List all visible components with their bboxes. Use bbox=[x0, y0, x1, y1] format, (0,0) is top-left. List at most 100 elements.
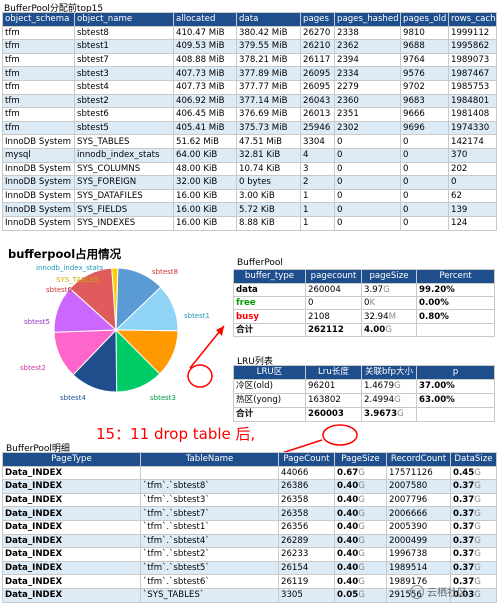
watermark-logo-icon bbox=[410, 584, 424, 599]
page-type-cell: Data_INDEX bbox=[2, 506, 141, 521]
table-cell: 9688 bbox=[400, 39, 449, 54]
table-cell: 406.92 MiB bbox=[173, 93, 237, 109]
detail-title: BufferPool明细 bbox=[6, 444, 70, 454]
data-size-unit: G bbox=[474, 495, 481, 506]
page-size-value: 0.40 bbox=[337, 576, 359, 587]
table-cell: 2394 bbox=[334, 52, 401, 68]
percent-cell: 99.20% bbox=[416, 282, 495, 297]
table-cell: InnoDB System bbox=[2, 188, 75, 204]
table-cell: sbtest8 bbox=[74, 25, 174, 41]
table-cell: 1984801 bbox=[448, 93, 497, 109]
buffer-type-cell: free bbox=[233, 295, 306, 311]
table-row: Data_INDEX `tfm`.`sbtest3` 26358 0.40G 20077… bbox=[2, 492, 497, 508]
table-cell: 142174 bbox=[448, 134, 497, 149]
page-size-cell: 0.40G bbox=[334, 560, 387, 576]
page-count-cell: 26356 bbox=[278, 519, 335, 535]
page-count-cell: 26154 bbox=[278, 560, 335, 576]
page-size-cell: 0.40G bbox=[334, 574, 387, 589]
table-cell: tfm bbox=[2, 66, 75, 81]
pagesize-cell: 0K bbox=[361, 295, 417, 311]
column-header: pages_hashed bbox=[334, 12, 401, 27]
column-header: object_schema bbox=[2, 12, 75, 27]
table-name-cell: `SYS_TABLES` bbox=[140, 587, 279, 603]
table-row: mysql innodb_index_stats 64.00 KiB 32.81 Ki… bbox=[2, 147, 497, 163]
table-row: tfm sbtest8 410.47 MiB 380.42 MiB 26270 2338 9… bbox=[2, 25, 497, 41]
table-cell: 25946 bbox=[300, 120, 335, 136]
table-row: InnoDB System SYS_DATAFILES 16.00 KiB 3.00 … bbox=[2, 188, 497, 204]
column-header: PageType bbox=[2, 452, 141, 467]
table-cell: SYS_TABLES bbox=[74, 134, 174, 149]
table-cell: 0 bbox=[334, 202, 401, 217]
lru-zone-cell: 合计 bbox=[233, 406, 306, 422]
watermark-text: 云栖社区 bbox=[427, 588, 467, 599]
data-size-cell: 0.37G bbox=[450, 506, 497, 521]
table-cell: 3.00 KiB bbox=[236, 188, 301, 204]
page-size-unit: G bbox=[358, 590, 365, 601]
table-cell: 9764 bbox=[400, 52, 449, 68]
page-count-cell: 26358 bbox=[278, 492, 335, 508]
table-row: 合计 260003 3.9673G bbox=[233, 406, 495, 422]
data-size-unit: G bbox=[474, 481, 481, 492]
table-name-cell: `tfm`.`sbtest2` bbox=[140, 547, 279, 562]
table-cell: InnoDB System bbox=[2, 175, 75, 190]
column-header: 关联bfp大小 bbox=[361, 365, 417, 380]
page-size-cell: 0.40G bbox=[334, 547, 387, 562]
column-header: Lru长度 bbox=[305, 365, 362, 380]
column-header: DataSize bbox=[450, 452, 497, 467]
table-cell: 375.73 MiB bbox=[236, 120, 301, 136]
data-size-cell: 0.37G bbox=[450, 560, 497, 576]
data-size-unit: G bbox=[474, 576, 481, 587]
data-size-unit: G bbox=[474, 563, 481, 574]
page-type-cell: Data_INDEX bbox=[2, 560, 141, 576]
table-row: Data_INDEX 44066 0.67G 17571126 0.45G bbox=[2, 465, 497, 481]
lru-title: LRU列表 bbox=[237, 357, 273, 367]
page-type-cell: Data_INDEX bbox=[2, 533, 141, 549]
table-row: tfm sbtest5 405.41 MiB 375.73 MiB 25946 2302 9… bbox=[2, 120, 497, 136]
table-row: free 0 0K 0.00% bbox=[233, 295, 495, 311]
table-row: 合计 262112 4.00G bbox=[233, 322, 495, 338]
data-size-cell: 0.37G bbox=[450, 479, 497, 494]
lru-size-cell: 1.4679G bbox=[361, 378, 417, 394]
table-cell: 2338 bbox=[334, 25, 401, 41]
table-cell: 64.00 KiB bbox=[173, 147, 237, 163]
table-name-cell: `tfm`.`sbtest7` bbox=[140, 506, 279, 521]
table-cell: 379.55 MiB bbox=[236, 39, 301, 54]
page-size-unit: G bbox=[358, 481, 365, 492]
page-size-value: 0.67 bbox=[337, 467, 359, 478]
table-cell: InnoDB System bbox=[2, 161, 75, 177]
page-size-cell: 0.40G bbox=[334, 492, 387, 508]
page-count-cell: 26358 bbox=[278, 506, 335, 521]
pie-slice-sys_tables bbox=[111, 267, 119, 331]
column-header: LRU区 bbox=[233, 365, 306, 380]
table-cell: 9696 bbox=[400, 120, 449, 136]
data-size-unit: G bbox=[474, 467, 481, 478]
table-cell: 8.88 KiB bbox=[236, 215, 301, 231]
table-cell: 405.41 MiB bbox=[173, 120, 237, 136]
table-row: tfm sbtest1 409.53 MiB 379.55 MiB 26210 2362 9… bbox=[2, 39, 497, 54]
page-size-cell: 0.67G bbox=[334, 465, 387, 481]
table-cell: SYS_DATAFILES bbox=[74, 188, 174, 204]
page-size-unit: G bbox=[358, 522, 365, 533]
page-count-cell: 26233 bbox=[278, 547, 335, 562]
pagesize-unit: G bbox=[383, 284, 390, 295]
column-header: pages bbox=[300, 12, 335, 27]
pagesize-cell: 4.00G bbox=[361, 322, 417, 338]
page-size-value: 0.40 bbox=[337, 535, 359, 546]
lru-size-value: 3.9673 bbox=[364, 409, 398, 420]
table-cell: 26013 bbox=[300, 107, 335, 122]
table-cell: 4 bbox=[300, 147, 335, 163]
record-count-cell: 2000499 bbox=[386, 533, 451, 549]
table-cell: 48.00 KiB bbox=[173, 161, 237, 177]
table-row: tfm sbtest4 407.73 MiB 377.77 MiB 26095 2279 9… bbox=[2, 79, 497, 95]
table-cell: 377.77 MiB bbox=[236, 79, 301, 95]
column-header: PageSize bbox=[334, 452, 387, 467]
pie-label: sbtest1 bbox=[184, 312, 210, 320]
pagesize-value: 32.94 bbox=[364, 311, 389, 322]
lru-length-cell: 96201 bbox=[305, 378, 362, 394]
page-size-value: 0.05 bbox=[337, 590, 359, 601]
column-header: object_name bbox=[74, 12, 174, 27]
pie-chart: innodb_index_stats SYS_TABLES sbtest6 sbtes… bbox=[20, 264, 210, 402]
pagesize-cell: 3.97G bbox=[361, 282, 417, 297]
table-cell: 0 bbox=[334, 188, 401, 204]
table-cell: 9702 bbox=[400, 79, 449, 95]
